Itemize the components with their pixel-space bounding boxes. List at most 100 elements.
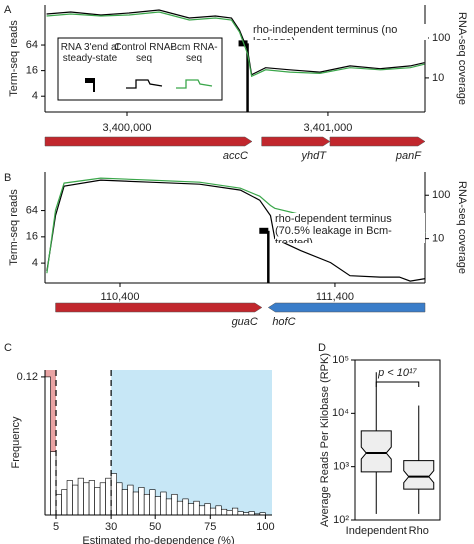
legend-icon: [176, 79, 213, 89]
gene-name: panF: [395, 150, 422, 162]
x-tick-label: Independent: [346, 525, 407, 537]
histogram-bar: [105, 477, 112, 516]
histogram-bar: [204, 503, 211, 516]
y-tick-label: 64: [26, 39, 38, 51]
legend-box: [57, 37, 223, 101]
x-tick-label: Rho: [409, 525, 429, 537]
y2-axis-label: RNA-seq coverage: [456, 181, 468, 274]
gene-name: accC: [223, 150, 248, 162]
histogram-bar: [226, 510, 233, 516]
histogram-bar: [99, 482, 106, 516]
histogram-bar: [55, 493, 62, 516]
y2-tick-label: 10: [432, 72, 444, 84]
histogram-bar: [77, 477, 84, 516]
annotation: rho-dependent terminus (70.5% leakage in…: [275, 213, 425, 243]
panel-letter: D: [318, 342, 326, 354]
x-tick-label: 5: [53, 521, 59, 533]
y-tick-label: 10⁴: [332, 407, 349, 419]
histogram-bar: [232, 507, 239, 516]
x-tick-label: 75: [204, 521, 216, 533]
annotation-box: rho-independent terminus (no leakage): [253, 24, 428, 40]
histogram-bar: [187, 503, 195, 516]
legend-icon: [126, 79, 163, 89]
histogram-bar: [44, 376, 51, 516]
histogram-bar: [165, 498, 173, 516]
y2-tick-label: 100: [432, 32, 450, 44]
histogram-bar: [50, 451, 57, 516]
y-axis-label: Term-seq reads: [8, 20, 20, 97]
y-axis-label: Term-seq reads: [8, 189, 20, 266]
y-tick-label: 10²: [333, 514, 349, 526]
box: [403, 460, 435, 490]
histogram-bar: [143, 493, 150, 516]
coverage-line: [46, 9, 425, 76]
legend-label: Control RNA-seq: [114, 42, 174, 64]
p-value: p < 10¹⁷: [377, 367, 418, 379]
y2-axis-label: RNA-seq coverage: [456, 12, 468, 105]
histogram-bar: [154, 496, 162, 516]
histogram-bar: [160, 491, 167, 516]
x-tick-label: 111,400: [316, 291, 354, 303]
legend-label: Bcm RNA-seq: [170, 42, 218, 64]
legend-icon: [85, 78, 94, 83]
panel-letter: B: [4, 172, 11, 184]
histogram-bar: [248, 511, 255, 516]
gene-arrow: [329, 136, 426, 147]
histogram-bar: [132, 491, 139, 516]
x-tick-label: 3,401,000: [303, 122, 352, 134]
y-tick-label: 10⁵: [332, 354, 349, 366]
histogram-bar: [110, 473, 117, 516]
gene-name: yhdT: [300, 150, 327, 162]
x-tick-label: 50: [149, 521, 161, 533]
legend-label-box: Control RNA-seq: [114, 42, 174, 64]
legend-label-box: RNA 3'end at steady-state: [61, 42, 120, 64]
term-seq-flag: [259, 227, 269, 234]
x-axis-label: Estimated rho-dependence (%): [82, 535, 234, 544]
annotation-box: rho-dependent terminus (70.5% leakage in…: [275, 213, 425, 243]
y-tick-label: 0.12: [17, 371, 38, 383]
y-tick-label: 64: [26, 204, 38, 216]
y-tick-label: 16: [26, 65, 38, 77]
histogram-bar: [193, 500, 200, 516]
gene-arrow: [55, 302, 263, 313]
histogram-bar: [72, 484, 79, 516]
annotation: rho-independent terminus (no leakage): [253, 24, 428, 40]
histogram-bar: [94, 487, 101, 516]
y-tick-label: 4: [32, 257, 38, 269]
significance-bracket: [375, 381, 420, 387]
panel-letter: C: [4, 342, 12, 354]
y-tick-label: 16: [26, 231, 38, 243]
y-axis-label: Frequency: [10, 416, 22, 468]
histogram-bar: [116, 482, 123, 516]
histogram-bar: [127, 484, 134, 516]
panel-letter: A: [4, 4, 12, 16]
gene-arrow: [44, 136, 253, 147]
legend-label-box: Bcm RNA-seq: [170, 42, 218, 64]
histogram-bar: [149, 489, 156, 516]
x-tick-label: 30: [105, 521, 117, 533]
histogram-bar: [215, 505, 222, 516]
y-tick-label: 4: [32, 90, 38, 102]
coverage-line: [46, 11, 425, 78]
histogram-bar: [237, 511, 244, 516]
coverage-line: [46, 179, 426, 282]
histogram-bar: [83, 482, 90, 516]
histogram-bar: [171, 493, 178, 516]
shaded-region: [111, 370, 272, 515]
histogram-bar: [176, 500, 184, 516]
gene-name: hofC: [272, 316, 295, 328]
x-tick-label: 3,400,000: [103, 122, 152, 134]
y-tick-label: 10³: [333, 461, 349, 473]
term-seq-flag: [238, 40, 248, 47]
gene-name: guaC: [232, 316, 258, 328]
histogram-bar: [198, 505, 206, 516]
histogram-bar: [182, 498, 189, 516]
y2-tick-label: 100: [432, 189, 450, 201]
y-axis-label: Average Reads Per Kilobase (RPK): [319, 353, 331, 527]
histogram-bar: [66, 480, 73, 516]
box: [360, 430, 392, 473]
x-tick-label: 110,400: [101, 291, 140, 303]
histogram-bar: [61, 489, 68, 516]
gene-arrow: [261, 136, 331, 147]
